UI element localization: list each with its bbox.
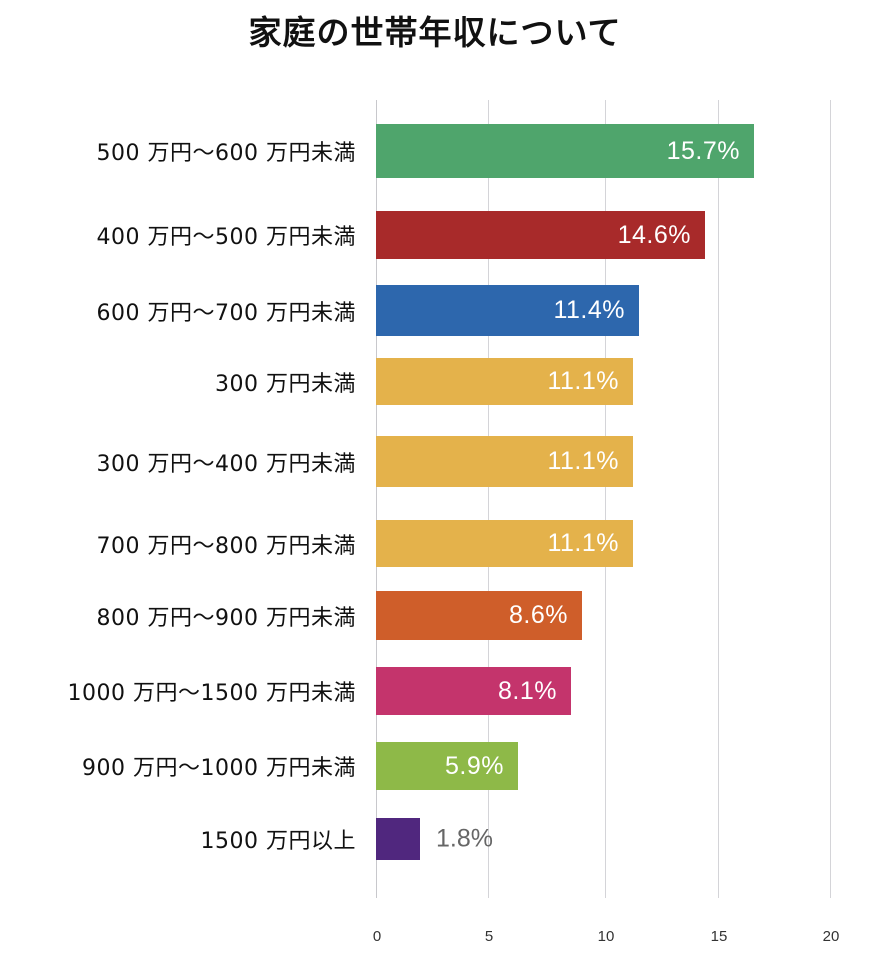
bar: 8.6% bbox=[376, 591, 582, 640]
chart-title: 家庭の世帯年収について bbox=[248, 13, 622, 52]
bar-value-label: 1.8% bbox=[436, 824, 493, 853]
bar: 11.4% bbox=[376, 285, 639, 336]
gridline bbox=[605, 100, 606, 898]
category-label: 300 万円未満 bbox=[215, 371, 356, 397]
category-label: 700 万円～800 万円未満 bbox=[96, 533, 356, 559]
x-tick-label: 15 bbox=[710, 928, 728, 945]
bar: 14.6% bbox=[376, 211, 705, 259]
bar-value-label: 11.1% bbox=[547, 447, 619, 475]
gridline bbox=[830, 100, 831, 898]
x-tick-label: 5 bbox=[484, 928, 494, 945]
x-tick-label: 20 bbox=[822, 928, 840, 945]
category-label: 600 万円～700 万円未満 bbox=[96, 300, 356, 326]
bar-value-label: 8.6% bbox=[509, 601, 568, 629]
category-label: 900 万円～1000 万円未満 bbox=[82, 756, 356, 781]
bar: 15.7% bbox=[376, 124, 754, 178]
y-axis-line bbox=[376, 100, 377, 898]
bar: 5.9% bbox=[376, 742, 518, 790]
bar: 11.1% bbox=[376, 358, 633, 405]
x-tick-label: 10 bbox=[597, 928, 615, 945]
category-label: 400 万円～500 万円未満 bbox=[96, 225, 356, 250]
gridline bbox=[488, 100, 489, 898]
bar-value-label: 5.9% bbox=[445, 751, 504, 780]
category-label: 1000 万円～1500 万円未満 bbox=[67, 681, 356, 706]
bar bbox=[376, 818, 420, 860]
gridline bbox=[718, 100, 719, 898]
bar-value-label: 15.7% bbox=[666, 136, 740, 165]
category-label: 1500 万円以上 bbox=[200, 829, 356, 854]
bar-value-label: 14.6% bbox=[617, 220, 691, 249]
bar-value-label: 11.1% bbox=[547, 367, 619, 395]
category-label: 300 万円～400 万円未満 bbox=[96, 451, 356, 477]
bar: 11.1% bbox=[376, 520, 633, 567]
bar: 8.1% bbox=[376, 667, 571, 715]
bar-value-label: 11.4% bbox=[553, 296, 625, 324]
category-label: 800 万円～900 万円未満 bbox=[96, 605, 356, 631]
bar-value-label: 11.1% bbox=[547, 529, 619, 557]
category-label: 500 万円～600 万円未満 bbox=[96, 141, 356, 166]
bar-value-label: 8.1% bbox=[498, 676, 557, 705]
x-tick-label: 0 bbox=[372, 928, 382, 945]
bar: 11.1% bbox=[376, 436, 633, 487]
